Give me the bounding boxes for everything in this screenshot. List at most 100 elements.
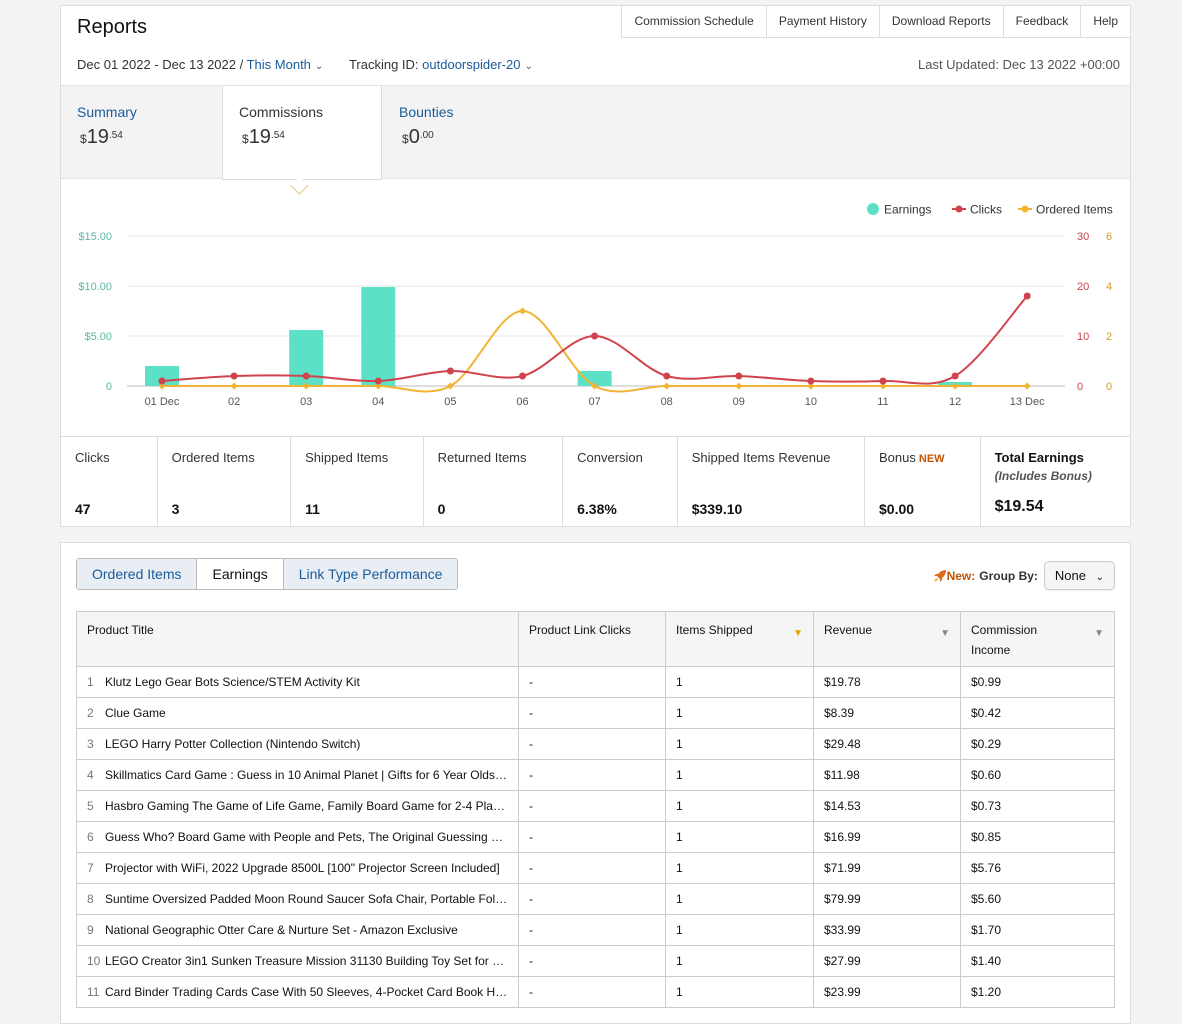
ordered-items-point	[230, 382, 238, 390]
tab-amount: $19.54	[80, 126, 123, 148]
clicks-point	[446, 367, 454, 375]
new-label: New:	[946, 568, 976, 583]
x-axis-tick: 09	[733, 396, 745, 408]
cell-commission: $5.60	[960, 883, 1115, 915]
row-index: 8	[87, 892, 94, 906]
product-title[interactable]: Hasbro Gaming The Game of Life Game, Fam…	[105, 799, 516, 813]
clicks-point	[591, 332, 599, 340]
product-title[interactable]: Klutz Lego Gear Bots Science/STEM Activi…	[105, 675, 360, 689]
table-row: 7 Projector with WiFi, 2022 Upgrade 8500L…	[76, 852, 1115, 884]
commission-schedule-link[interactable]: Commission Schedule	[622, 6, 767, 37]
product-title[interactable]: Projector with WiFi, 2022 Upgrade 8500L …	[105, 861, 500, 875]
payment-history-link[interactable]: Payment History	[767, 6, 880, 37]
product-title[interactable]: LEGO Harry Potter Collection (Nintendo S…	[105, 737, 361, 751]
left-axis-tick: 0	[106, 381, 112, 393]
feedback-link[interactable]: Feedback	[1004, 6, 1082, 37]
earnings-bar	[361, 287, 396, 386]
stat-value: 3	[171, 501, 180, 517]
stat-label: Ordered Items	[171, 450, 255, 465]
cell-product-title[interactable]: 2 Clue Game	[76, 697, 519, 729]
x-axis-tick: 12	[949, 396, 961, 408]
cell-product-title[interactable]: 11 Card Binder Trading Cards Case With 50…	[76, 976, 519, 1008]
right-axis-clicks-tick: 10	[1077, 331, 1089, 343]
stat-label: Returned Items	[437, 450, 527, 465]
table-row: 3 LEGO Harry Potter Collection (Nintendo …	[76, 728, 1115, 760]
period-label: This Month	[246, 57, 311, 72]
help-link[interactable]: Help	[1093, 14, 1118, 28]
tab-link-type-performance[interactable]: Link Type Performance	[283, 559, 458, 589]
col-product-title[interactable]: Product Title	[76, 611, 519, 667]
reports-panel: Reports Commission Schedule Payment Hist…	[60, 5, 1131, 527]
product-title[interactable]: Skillmatics Card Game : Guess in 10 Anim…	[105, 768, 519, 782]
group-by: New: Group By: None ⌄	[933, 561, 1115, 590]
cell-product-title[interactable]: 9 National Geographic Otter Care & Nurtur…	[76, 914, 519, 946]
cell-product-title[interactable]: 5 Hasbro Gaming The Game of Life Game, Fa…	[76, 790, 519, 822]
sort-icon[interactable]: ▼	[1094, 628, 1104, 639]
cell-items-shipped: 1	[665, 697, 814, 729]
cell-product-title[interactable]: 6 Guess Who? Board Game with People and P…	[76, 821, 519, 853]
product-title[interactable]: Suntime Oversized Padded Moon Round Sauc…	[105, 892, 518, 906]
clicks-point	[302, 372, 310, 380]
legend-ordered-items: Ordered Items	[1036, 203, 1113, 217]
table-row: 2 Clue Game -1 $8.39 $0.42	[76, 697, 1115, 729]
clicks-point	[735, 372, 743, 380]
cell-items-shipped: 1	[665, 728, 814, 760]
period-dropdown[interactable]: This Month ⌄	[247, 57, 324, 72]
product-title[interactable]: Guess Who? Board Game with People and Pe…	[105, 830, 519, 844]
cell-product-title[interactable]: 4 Skillmatics Card Game : Guess in 10 Ani…	[76, 759, 519, 791]
stat-value: $0.00	[879, 501, 915, 517]
product-title[interactable]: National Geographic Otter Care & Nurture…	[105, 923, 458, 937]
x-axis-tick: 04	[372, 396, 384, 408]
tracking-id-dropdown[interactable]: outdoorspider-20 ⌄	[422, 57, 533, 72]
cell-commission: $0.99	[960, 666, 1115, 698]
col-items-shipped[interactable]: Items Shipped ▼	[665, 611, 814, 667]
cell-product-title[interactable]: 8 Suntime Oversized Padded Moon Round Sau…	[76, 883, 519, 915]
stat-value: $339.10	[691, 501, 743, 517]
tab-commissions[interactable]: Commissions $19.54	[222, 86, 382, 195]
clicks-point	[230, 372, 238, 380]
cell-commission: $1.20	[960, 976, 1115, 1008]
product-title[interactable]: LEGO Creator 3in1 Sunken Treasure Missio…	[105, 954, 516, 968]
clicks-point	[519, 372, 526, 380]
row-index: 9	[87, 923, 94, 937]
legend-clicks-marker	[955, 205, 963, 213]
tab-bounties[interactable]: Bounties $0.00	[383, 86, 533, 178]
right-axis-ordered-tick: 2	[1106, 331, 1112, 343]
stat-conversion: Conversion 6.38%	[563, 437, 678, 526]
legend-earnings-marker	[867, 203, 879, 215]
cell-product-title[interactable]: 7 Projector with WiFi, 2022 Upgrade 8500L…	[76, 852, 519, 884]
stat-value: 11	[305, 501, 320, 517]
tab-ordered-items[interactable]: Ordered Items	[77, 559, 198, 589]
row-index: 4	[87, 768, 94, 782]
legend-earnings: Earnings	[884, 203, 931, 217]
stat-label: Shipped Items Revenue	[691, 450, 831, 465]
cell-commission: $1.40	[960, 945, 1115, 977]
cell-product-title[interactable]: 3 LEGO Harry Potter Collection (Nintendo …	[76, 728, 519, 760]
group-by-select[interactable]: None ⌄	[1043, 561, 1115, 590]
download-reports-link[interactable]: Download Reports	[880, 6, 1004, 37]
right-axis-clicks-tick: 20	[1077, 281, 1089, 293]
tab-earnings[interactable]: Earnings	[197, 559, 284, 589]
cell-product-title[interactable]: 10 LEGO Creator 3in1 Sunken Treasure Miss…	[76, 945, 519, 977]
stat-total-earnings: Total Earnings (Includes Bonus) $19.54	[981, 437, 1130, 526]
tab-label: Summary	[77, 104, 137, 120]
sort-icon[interactable]: ▼	[940, 628, 950, 639]
ordered-items-point	[158, 382, 166, 390]
x-axis-tick: 01 Dec	[145, 396, 180, 408]
col-revenue[interactable]: Revenue ▼	[813, 611, 961, 667]
product-title[interactable]: Card Binder Trading Cards Case With 50 S…	[105, 985, 519, 999]
stats-row: Clicks 47 Ordered Items 3 Shipped Items 11 …	[61, 436, 1130, 526]
col-product-link-clicks[interactable]: Product Link Clicks	[518, 611, 666, 667]
x-axis-tick: 08	[661, 396, 673, 408]
sort-active-icon[interactable]: ▼	[793, 628, 803, 639]
cell-revenue: $8.39	[813, 697, 961, 729]
product-title[interactable]: Clue Game	[105, 706, 166, 720]
stat-clicks: Clicks 47	[61, 437, 158, 526]
stat-returned-items: Returned Items 0	[424, 437, 564, 526]
stat-label: Shipped Items	[305, 450, 389, 465]
cell-product-title[interactable]: 1 Klutz Lego Gear Bots Science/STEM Activ…	[76, 666, 519, 698]
tab-summary[interactable]: Summary $19.54	[61, 86, 211, 178]
col-commission-income[interactable]: Commission Income ▼	[960, 611, 1115, 667]
filter-row: Dec 01 2022 - Dec 13 2022 / This Month ⌄ …	[77, 57, 533, 72]
cell-revenue: $14.53	[813, 790, 961, 822]
